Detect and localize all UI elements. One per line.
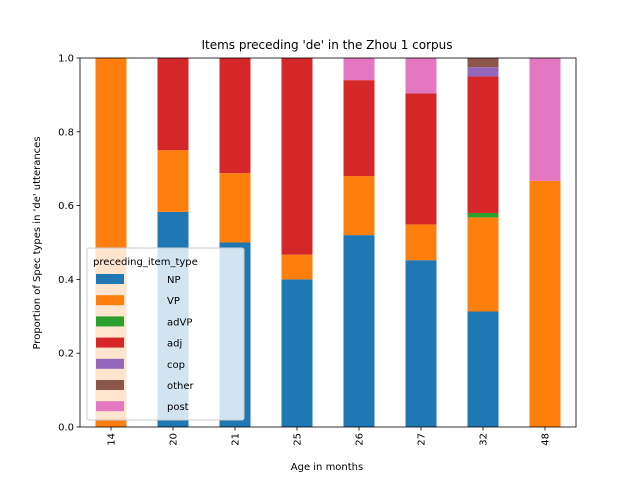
legend: preceding_item_type NP VP adVP adj cop other po…: [86, 247, 245, 421]
bar-NP-32: [467, 311, 499, 427]
axes-group: 0.0 0.2 0.4 0.6 0.8 1.0 14 20 21 25 26 27 32 48: [58, 54, 577, 446]
bar-cop-32: [467, 67, 499, 77]
bar-NP-25: [281, 279, 313, 427]
x-tick-label: 20: [169, 433, 180, 446]
bar-NP-26: [343, 235, 375, 427]
legend-title: preceding_item_type: [93, 257, 198, 268]
legend-label-adVP: adVP: [167, 317, 192, 328]
legend-label-NP: NP: [167, 275, 181, 286]
legend-swatch-NP: [96, 274, 124, 284]
legend-label-cop: cop: [167, 360, 185, 371]
y-tick-label: 0.0: [58, 423, 74, 434]
bar-VP-25: [281, 254, 313, 280]
legend-swatch-cop: [96, 358, 124, 369]
bar-VP-20: [157, 150, 189, 212]
bar-adj-25: [281, 58, 313, 255]
legend-label-VP: VP: [167, 296, 180, 307]
y-tick-label: 1.0: [58, 54, 74, 65]
bar-post-27: [405, 58, 437, 94]
bar-NP-27: [405, 260, 437, 427]
x-axis-label: Age in months: [291, 462, 363, 473]
x-tick-label: 48: [541, 433, 552, 446]
bar-VP-27: [405, 224, 437, 261]
plot-frame: [79, 57, 577, 428]
legend-label-adj: adj: [167, 339, 182, 350]
bar-adVP-32: [467, 212, 499, 218]
x-tick-label: 32: [479, 433, 490, 446]
chart-title: Items preceding 'de' in the Zhou 1 corpu…: [201, 38, 452, 52]
y-axis-label: Proportion of Spec types in 'de' utteran…: [32, 136, 43, 349]
bar-VP-26: [343, 176, 375, 236]
y-tick-label: 0.2: [58, 349, 74, 360]
bar-VP-32: [467, 217, 499, 312]
bar-other-32: [467, 58, 499, 68]
x-tick-label: 25: [293, 433, 304, 446]
y-tick-label: 0.4: [58, 275, 74, 286]
bar-VP-21: [219, 173, 251, 243]
x-tick-label: 21: [231, 433, 242, 446]
legend-label-post: post: [167, 402, 189, 413]
legend-swatch-adj: [96, 337, 124, 348]
y-tick-label: 0.8: [58, 127, 74, 138]
bar-adj-20: [157, 58, 189, 151]
bar-adj-32: [467, 76, 499, 213]
legend-box: [86, 247, 245, 421]
bar-adj-21: [219, 58, 251, 174]
legend-swatch-VP: [96, 295, 124, 306]
legend-swatch-adVP: [96, 316, 124, 327]
x-tick-label: 27: [417, 433, 428, 446]
legend-label-other: other: [167, 381, 195, 392]
x-tick-label: 26: [355, 433, 366, 446]
bar-VP-48: [529, 180, 561, 427]
bar-post-26: [343, 58, 375, 81]
legend-swatch-other: [96, 380, 124, 390]
legend-swatch-post: [96, 401, 124, 412]
y-tick-label: 0.6: [58, 201, 74, 212]
bar-adj-26: [343, 80, 375, 177]
x-tick-label: 14: [107, 433, 118, 446]
bar-adj-27: [405, 93, 437, 225]
bar-post-48: [529, 58, 561, 181]
